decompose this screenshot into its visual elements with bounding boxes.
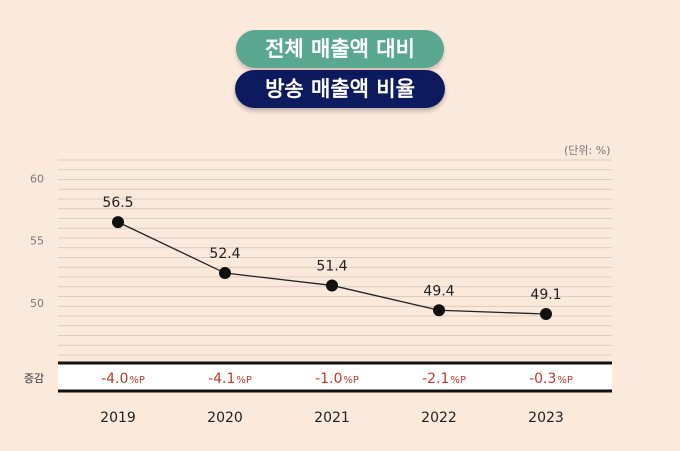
x-axis-labels: 2019 2020 2021 2022 2023: [100, 410, 564, 426]
data-label: 49.4: [423, 283, 454, 299]
title-pill-line1: 전체 매출액 대비: [236, 30, 444, 68]
data-point: [219, 267, 231, 280]
change-row-label: 증감: [24, 372, 44, 385]
data-label: 56.5: [102, 195, 133, 211]
unit-label: (단위: %): [564, 144, 611, 157]
data-point: [540, 308, 552, 321]
y-axis-ticks: 50 55 60: [30, 173, 44, 310]
change-value: -0.3%P: [529, 371, 573, 387]
data-point: [112, 216, 124, 229]
data-point: [326, 279, 338, 292]
x-tick-label: 2023: [528, 410, 564, 426]
change-row-background: [58, 364, 612, 390]
x-tick-label: 2021: [314, 410, 350, 426]
data-label: 52.4: [209, 246, 240, 262]
data-point: [433, 304, 445, 317]
change-row: 증감 -4.0%P -4.1%P -1.0%P -2.1%P -0.3%P: [24, 361, 612, 393]
change-value: -4.0%P: [101, 371, 145, 387]
change-value: -1.0%P: [315, 371, 359, 387]
change-value: -4.1%P: [208, 371, 252, 387]
data-label: 49.1: [530, 287, 561, 303]
x-tick-label: 2022: [421, 410, 457, 426]
data-series: 56.5 52.4 51.4 49.4 49.1: [102, 195, 562, 321]
y-tick-label: 55: [30, 235, 44, 248]
x-tick-label: 2019: [100, 410, 136, 426]
change-value: -2.1%P: [422, 371, 466, 387]
data-label: 51.4: [316, 258, 347, 274]
title-pill-line2: 방송 매출액 비율: [235, 70, 445, 108]
y-tick-label: 60: [30, 173, 44, 186]
y-tick-label: 50: [30, 297, 44, 310]
grid-lines: [58, 159, 612, 356]
x-tick-label: 2020: [207, 410, 243, 426]
